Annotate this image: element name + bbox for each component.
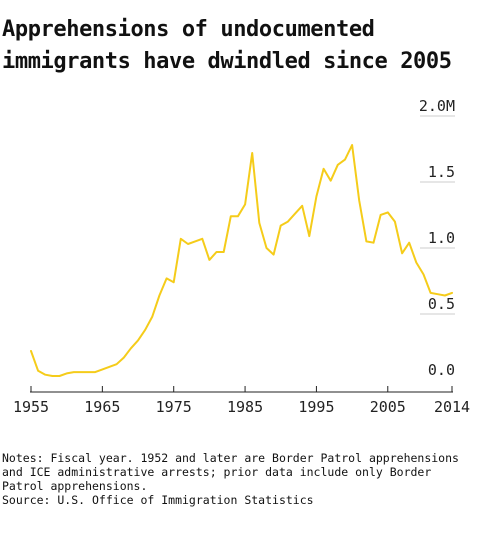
page-title: Apprehensions of undocumented immigrants… (2, 17, 452, 74)
x-axis: 1955 1965 1975 1985 1995 2005 2014 (13, 386, 470, 416)
x-tick-label: 1955 (13, 398, 49, 416)
plot-area (30, 144, 453, 377)
series-line (30, 144, 453, 377)
line-chart: 0.0 0.5 1.0 1.5 2.0M 1955 1965 1975 1985 1995 200… (13, 100, 470, 416)
y-tick-label: 1.0 (428, 229, 455, 247)
x-tick-label: 1965 (84, 398, 120, 416)
x-tick-label: 2005 (370, 398, 406, 416)
x-tick-label: 1975 (156, 398, 192, 416)
x-tick-label: 2014 (434, 398, 470, 416)
source-text: Source: U.S. Office of Immigration Stati… (2, 493, 314, 507)
footnotes: Notes: Fiscal year. 1952 and later are B… (2, 451, 478, 507)
x-tick-label: 1985 (227, 398, 263, 416)
y-tick-label: 0.0 (428, 361, 455, 379)
notes-text: Notes: Fiscal year. 1952 and later are B… (2, 451, 459, 493)
y-axis: 0.0 0.5 1.0 1.5 2.0M (419, 100, 455, 379)
y-tick-label: 2.0M (419, 100, 455, 115)
y-tick-label: 1.5 (428, 163, 455, 181)
y-tick-label: 0.5 (428, 295, 455, 313)
x-tick-label: 1995 (298, 398, 334, 416)
